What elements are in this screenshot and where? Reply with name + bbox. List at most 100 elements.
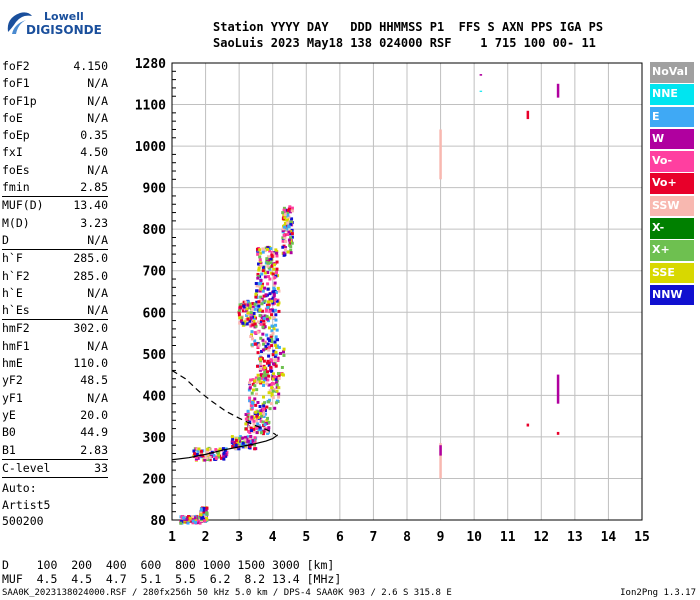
echo-point (237, 308, 241, 312)
echo-point (261, 367, 265, 371)
echo-point (268, 298, 272, 302)
echo-point (250, 391, 254, 395)
echo-point (258, 259, 262, 263)
echo-point (269, 365, 273, 369)
echo-point (261, 380, 265, 384)
echo-point (261, 430, 265, 434)
echo-point (264, 344, 268, 348)
echo-point (248, 319, 252, 323)
echo-point (254, 292, 258, 296)
echo-point (289, 230, 293, 234)
param-key: B0 (2, 425, 16, 440)
echo-point (234, 438, 238, 442)
echo-point (265, 317, 269, 321)
echo-point (230, 435, 234, 439)
param-value: 4.50 (80, 145, 108, 160)
echo-point (256, 276, 260, 280)
x-tick-label: 14 (601, 530, 617, 545)
echo-point (253, 397, 257, 401)
y-tick-label: 500 (143, 348, 167, 363)
echo-point (258, 308, 262, 312)
echo-point (270, 329, 274, 333)
param-key: h`E (2, 285, 23, 300)
echo-point (263, 271, 267, 275)
echo-point (279, 351, 283, 355)
echo-point (206, 447, 210, 451)
echo-point (249, 404, 253, 408)
echo-point (282, 206, 286, 210)
echo-point (286, 211, 290, 215)
echo-point (259, 251, 263, 255)
echo-point (277, 309, 281, 313)
echo-point (269, 359, 273, 363)
echo-point (272, 267, 276, 271)
echo-point (270, 392, 274, 396)
echo-point (275, 399, 279, 403)
echo-point (288, 210, 292, 214)
echo-point (271, 301, 275, 305)
echo-point (277, 392, 281, 396)
x-tick-label: 1 (168, 530, 176, 545)
echo-point (281, 245, 285, 249)
echo-point (243, 320, 247, 324)
echo-point (263, 423, 267, 427)
echo-point (260, 431, 264, 435)
echo-point (255, 300, 259, 304)
param-key: foEs (2, 162, 30, 177)
echo-point (253, 443, 257, 447)
echo-point (244, 300, 248, 304)
echo-point (289, 222, 293, 226)
echo-point (214, 448, 218, 452)
echo-point (222, 457, 226, 461)
echo-point (249, 335, 253, 339)
echo-point (258, 376, 262, 380)
echo-point (244, 422, 248, 426)
echo-point (275, 267, 279, 271)
echo-point (253, 331, 257, 335)
echo-point (253, 302, 257, 306)
echo-point (262, 323, 266, 327)
echo-point (267, 266, 271, 270)
echo-point (240, 436, 244, 440)
echo-point (290, 217, 294, 221)
echo-point (255, 247, 259, 251)
echo-point (288, 205, 292, 209)
echo-point (236, 438, 240, 442)
param-value: 285.0 (73, 268, 108, 283)
version-label: Ion2Png 1.3.17 (620, 588, 696, 598)
echo-point (248, 386, 252, 390)
legend-entry: SSW (650, 195, 694, 217)
param-value: 2.83 (80, 442, 108, 457)
param-row: yE 20.0 (2, 407, 108, 424)
echo-point (274, 343, 278, 347)
echo-point (267, 361, 271, 365)
y-tick-label: 600 (143, 306, 167, 321)
echo-point (283, 221, 287, 225)
echo-point (270, 340, 274, 344)
echo-point (179, 521, 183, 525)
echo-point (288, 207, 292, 211)
echo-point (258, 426, 262, 430)
echo-point (259, 299, 263, 303)
y-tick-label: 200 (143, 472, 167, 487)
echo-point (245, 322, 249, 326)
echo-point (182, 516, 186, 520)
echo-point (265, 293, 269, 297)
echo-point (260, 376, 264, 380)
echo-point (254, 281, 258, 285)
echo-point (269, 271, 273, 275)
param-value: N/A (87, 390, 108, 405)
echo-point (262, 316, 266, 320)
param-row: B1 2.83 (2, 442, 108, 459)
auto-software: Artist5 (2, 497, 51, 512)
echo-point (234, 443, 238, 447)
echo-point (263, 249, 267, 253)
param-key: hmE (2, 356, 23, 371)
echo-point (273, 283, 277, 287)
echo-point (249, 316, 253, 320)
y-tick-label: 900 (143, 182, 167, 197)
muf-table: D 100 200 400 600 800 1000 1500 3000 [km… (2, 558, 341, 586)
echo-point (255, 364, 259, 368)
echo-point (237, 313, 241, 317)
echo-point (276, 338, 280, 342)
